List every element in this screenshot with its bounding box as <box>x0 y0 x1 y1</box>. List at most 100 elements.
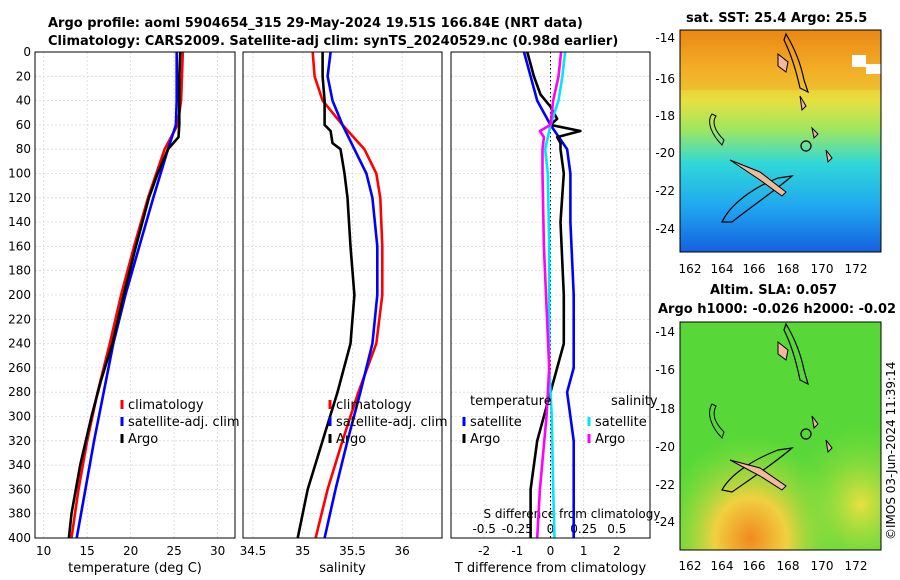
grid <box>243 51 442 539</box>
sst-lat-label: -14 <box>655 31 675 45</box>
sla-lon-label: 162 <box>679 559 702 573</box>
x-tick-label: 35.5 <box>339 544 366 558</box>
sst-map <box>679 29 882 253</box>
grid <box>35 51 235 539</box>
x-tick-label: 25 <box>166 544 181 558</box>
sst-lat-label: -24 <box>655 222 675 236</box>
y-tick-label: 220 <box>8 312 31 326</box>
sla-map <box>679 321 882 551</box>
x-tick-label: -1 <box>511 544 523 558</box>
sla-island-outlines <box>709 322 833 493</box>
x-tick-label: 20 <box>123 544 138 558</box>
legend-label: Argo <box>470 432 500 447</box>
legend-heading-temperature: temperature <box>470 394 552 409</box>
x-axis-label: temperature (deg C) <box>68 561 202 576</box>
y-tick-label: 120 <box>8 191 31 205</box>
sla-lat-label: -16 <box>655 363 675 377</box>
legend: climatology satellite-adj. clim Argo <box>328 398 448 447</box>
sla-lon-label: 168 <box>777 559 800 573</box>
x-tick-label: 36 <box>395 544 410 558</box>
y-tick-label: 140 <box>8 215 31 229</box>
secondary-x-tick-label: 0.5 <box>607 522 626 536</box>
sst-map-title: sat. SST: 25.4 Argo: 25.5 <box>686 11 867 26</box>
map-axis-labels: -14 -14 -16 -16 -18 -18 -20 -20 -22 -22 -24 -24 162 1… <box>655 31 867 573</box>
legend-label: climatology <box>128 398 204 413</box>
figure-title-line2: Climatology: CARS2009. Satellite-adj cli… <box>48 34 618 49</box>
series-line-satellite <box>75 52 178 539</box>
y-tick-label: 100 <box>8 167 31 181</box>
legend-label: satellite-adj. clim <box>128 415 240 430</box>
secondary-x-tick-label: -0.5 <box>472 522 495 536</box>
x-axis-label: salinity <box>319 561 366 576</box>
legend: climatology satellite-adj. clim Argo <box>120 398 240 447</box>
sst-lon-label: 166 <box>743 262 766 276</box>
sla-lat-label: -18 <box>655 402 675 416</box>
y-tick-label: 80 <box>16 142 31 156</box>
x-tick-label: -2 <box>478 544 490 558</box>
series-line-climatology <box>311 51 384 539</box>
figure-title-line1: Argo profile: aoml 5904654_315 29-May-20… <box>48 16 583 31</box>
difference-panel: -2 -1 0 1 2 T difference from climatology S di… <box>450 51 661 576</box>
legend: temperature salinity satellite Argo satellit… <box>462 394 658 447</box>
y-tick-label: 40 <box>16 94 31 108</box>
sla-lon-label: 164 <box>711 559 734 573</box>
series-line-s-argo <box>535 51 563 539</box>
sst-lon-label: 168 <box>777 262 800 276</box>
sla-lat-label: -22 <box>655 478 675 492</box>
sst-lat-label: -20 <box>655 146 675 160</box>
sst-lat-label: -16 <box>655 72 675 86</box>
sla-map-title-line2: Argo h1000: -0.026 h2000: -0.02 <box>658 302 896 317</box>
legend-label: satellite-adj. clim <box>336 415 448 430</box>
series-line-argo <box>296 52 356 539</box>
x-tick-label: 10 <box>36 544 51 558</box>
secondary-x-axis-label: S difference from climatology <box>484 507 661 521</box>
x-tick-label: 35 <box>295 544 310 558</box>
series-line-t-satellite <box>522 51 576 538</box>
y-tick-label: 300 <box>8 410 31 424</box>
y-tick-label: 0 <box>23 45 31 59</box>
plot-frame <box>450 51 651 539</box>
x-tick-label: 0 <box>547 544 555 558</box>
y-tick-label: 320 <box>8 434 31 448</box>
legend-label: satellite <box>470 415 522 430</box>
legend-label: climatology <box>336 398 412 413</box>
legend-label: satellite <box>595 415 647 430</box>
y-tick-label: 340 <box>8 458 31 472</box>
series-line-satellite <box>323 51 379 539</box>
y-tick-label: 20 <box>16 69 31 83</box>
x-tick-label: 2 <box>613 544 621 558</box>
salinity-panel: 34.5 35 35.5 36 salinity climatology satellite… <box>240 51 448 576</box>
y-tick-label: 260 <box>8 361 31 375</box>
y-tick-label: 240 <box>8 337 31 351</box>
watermark: ©IMOS 03-Jun-2024 11:39:14 <box>884 362 898 540</box>
sst-island-outlines <box>709 32 833 223</box>
sst-lon-label: 164 <box>711 262 734 276</box>
x-tick-label: 1 <box>580 544 588 558</box>
legend-label: Argo <box>595 432 625 447</box>
sla-lat-label: -20 <box>655 440 675 454</box>
x-axis-label: T difference from climatology <box>454 561 647 576</box>
sst-lon-label: 172 <box>845 262 868 276</box>
plot-frame <box>34 51 236 539</box>
sla-lon-label: 172 <box>845 559 868 573</box>
x-tick-label: 34.5 <box>240 544 267 558</box>
legend-label: Argo <box>336 432 366 447</box>
y-tick-label: 60 <box>16 118 31 132</box>
secondary-x-tick-label: -0.25 <box>502 522 533 536</box>
sla-lon-label: 170 <box>811 559 834 573</box>
y-tick-label: 200 <box>8 288 31 302</box>
x-tick-label: 30 <box>210 544 225 558</box>
sst-lon-label: 162 <box>679 262 702 276</box>
sst-lat-label: -18 <box>655 109 675 123</box>
plot-frame <box>242 51 443 539</box>
series-line-argo <box>67 51 182 539</box>
sla-lat-label: -14 <box>655 325 675 339</box>
y-tick-label: 380 <box>8 507 31 521</box>
secondary-x-tick-label: 0 <box>547 522 555 536</box>
y-tick-label: 180 <box>8 264 31 278</box>
x-tick-label: 15 <box>80 544 95 558</box>
sst-lon-label: 170 <box>811 262 834 276</box>
sla-lon-label: 166 <box>743 559 766 573</box>
